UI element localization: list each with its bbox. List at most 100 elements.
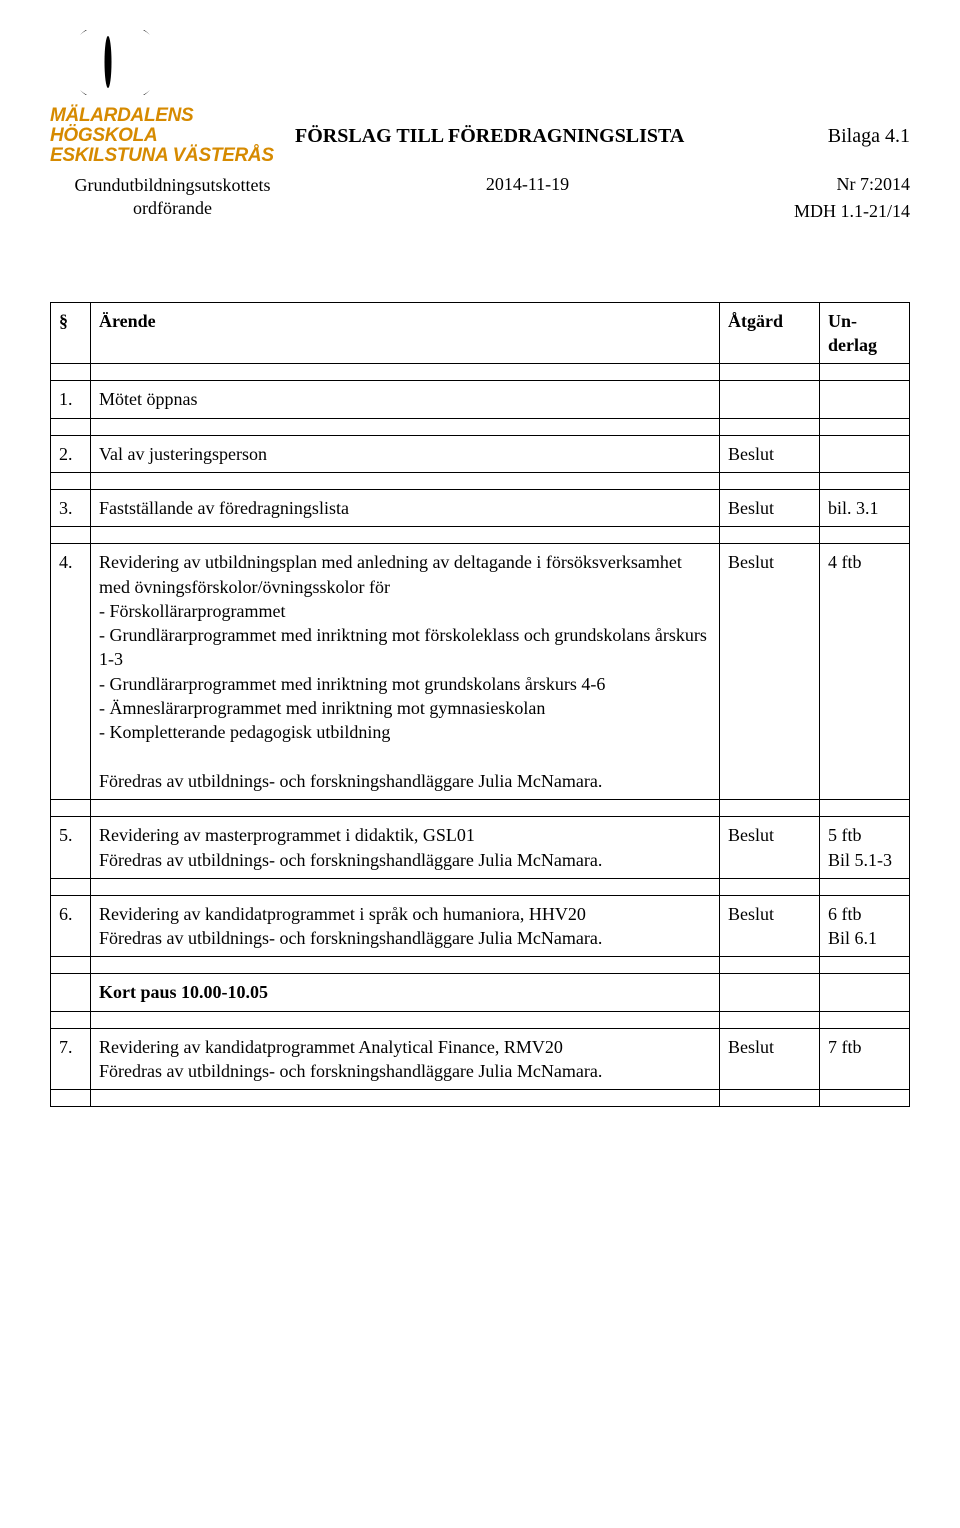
table-row: 5.Revidering av masterprogrammet i didak… — [51, 817, 910, 879]
cell-desc: Fastställande av föredragningslista — [91, 490, 720, 527]
spacer-cell — [51, 473, 91, 490]
issuer-label: Grundutbildningsutskottets ordförande — [50, 174, 295, 222]
ref-block: Nr 7:2014 MDH 1.1-21/14 — [760, 174, 910, 222]
cell-attach: 7 ftb — [820, 1028, 910, 1090]
spacer-cell — [720, 418, 820, 435]
cell-desc: Val av justeringsperson — [91, 435, 720, 472]
cell-num: 2. — [51, 435, 91, 472]
cell-action: Beslut — [720, 435, 820, 472]
table-row: 6.Revidering av kandidatprogrammet i spr… — [51, 895, 910, 957]
spacer-row — [51, 418, 910, 435]
spacer-cell — [820, 878, 910, 895]
spacer-cell — [91, 878, 720, 895]
spacer-cell — [91, 800, 720, 817]
spacer-row — [51, 473, 910, 490]
spacer-row — [51, 957, 910, 974]
issuer-line1: Grundutbildningsutskottets — [74, 175, 270, 195]
cell-action: Beslut — [720, 1028, 820, 1090]
spacer-row — [51, 527, 910, 544]
agenda-table: § Ärende Åtgärd Un- derlag 1.Mötet öppna… — [50, 302, 910, 1108]
spacer-cell — [51, 800, 91, 817]
spacer-cell — [820, 1090, 910, 1107]
cell-action: Beslut — [720, 895, 820, 957]
cell-attach — [820, 381, 910, 418]
spacer-row — [51, 800, 910, 817]
cell-desc: Revidering av kandidatprogrammet i språk… — [91, 895, 720, 957]
spacer-cell — [820, 1011, 910, 1028]
spacer-cell — [51, 364, 91, 381]
spacer-cell — [820, 418, 910, 435]
cell-num: 4. — [51, 544, 91, 800]
header-num: § — [51, 302, 91, 364]
spacer-cell — [51, 878, 91, 895]
spacer-cell — [720, 1011, 820, 1028]
table-row: 4.Revidering av utbildningsplan med anle… — [51, 544, 910, 800]
cell-attach: bil. 3.1 — [820, 490, 910, 527]
table-header-row: § Ärende Åtgärd Un- derlag — [51, 302, 910, 364]
cell-desc: Mötet öppnas — [91, 381, 720, 418]
cell-desc: Revidering av kandidatprogrammet Analyti… — [91, 1028, 720, 1090]
spacer-row — [51, 878, 910, 895]
cell-action — [720, 381, 820, 418]
document-title: FÖRSLAG TILL FÖREDRAGNINGSLISTA — [295, 125, 684, 148]
spacer-row — [51, 1011, 910, 1028]
logo-block: MÄLARDALENS HÖGSKOLA ESKILSTUNA VÄSTERÅS — [50, 30, 295, 166]
bilaga-label: Bilaga 4.1 — [828, 125, 910, 148]
mdh-ref-label: MDH 1.1-21/14 — [760, 201, 910, 222]
spacer-cell — [820, 473, 910, 490]
issuer-line2: ordförande — [133, 198, 212, 218]
cell-action: Beslut — [720, 817, 820, 879]
spacer-cell — [720, 473, 820, 490]
cell-action: Beslut — [720, 544, 820, 800]
nr-label: Nr 7:2014 — [837, 174, 911, 194]
cell-attach: 5 ftb Bil 5.1-3 — [820, 817, 910, 879]
table-row: 1.Mötet öppnas — [51, 381, 910, 418]
table-row: 2.Val av justeringspersonBeslut — [51, 435, 910, 472]
spacer-cell — [720, 878, 820, 895]
spacer-cell — [91, 527, 720, 544]
table-row: 3.Fastställande av föredragningslistaBes… — [51, 490, 910, 527]
spacer-cell — [720, 800, 820, 817]
spacer-cell — [51, 1011, 91, 1028]
header-row: MÄLARDALENS HÖGSKOLA ESKILSTUNA VÄSTERÅS… — [50, 30, 910, 166]
cell-action — [720, 974, 820, 1011]
table-row: 7.Revidering av kandidatprogrammet Analy… — [51, 1028, 910, 1090]
cell-desc: Revidering av utbildningsplan med anledn… — [91, 544, 720, 800]
spacer-cell — [720, 1090, 820, 1107]
spacer-cell — [91, 364, 720, 381]
header-atgard: Åtgärd — [720, 302, 820, 364]
spacer-cell — [91, 1090, 720, 1107]
spacer-row — [51, 364, 910, 381]
logo-icon — [50, 30, 180, 95]
spacer-cell — [91, 418, 720, 435]
sub-header-row: Grundutbildningsutskottets ordförande 20… — [50, 174, 910, 222]
cell-attach: 4 ftb — [820, 544, 910, 800]
spacer-cell — [51, 527, 91, 544]
spacer-cell — [820, 364, 910, 381]
cell-attach — [820, 435, 910, 472]
cell-num — [51, 974, 91, 1011]
header-arende: Ärende — [91, 302, 720, 364]
spacer-cell — [720, 364, 820, 381]
cell-action: Beslut — [720, 490, 820, 527]
spacer-cell — [51, 418, 91, 435]
spacer-row — [51, 1090, 910, 1107]
spacer-cell — [720, 527, 820, 544]
spacer-cell — [91, 1011, 720, 1028]
spacer-cell — [820, 527, 910, 544]
date-label: 2014-11-19 — [295, 174, 760, 222]
spacer-cell — [820, 957, 910, 974]
cell-desc: Kort paus 10.00-10.05 — [91, 974, 720, 1011]
spacer-cell — [91, 957, 720, 974]
spacer-cell — [820, 800, 910, 817]
cell-num: 6. — [51, 895, 91, 957]
cell-attach — [820, 974, 910, 1011]
cell-num: 5. — [51, 817, 91, 879]
logo-text-line2: ESKILSTUNA VÄSTERÅS — [50, 146, 295, 166]
spacer-cell — [91, 473, 720, 490]
table-row: Kort paus 10.00-10.05 — [51, 974, 910, 1011]
cell-num: 1. — [51, 381, 91, 418]
cell-desc: Revidering av masterprogrammet i didakti… — [91, 817, 720, 879]
cell-num: 3. — [51, 490, 91, 527]
agenda-body: 1.Mötet öppnas2.Val av justeringspersonB… — [51, 364, 910, 1107]
